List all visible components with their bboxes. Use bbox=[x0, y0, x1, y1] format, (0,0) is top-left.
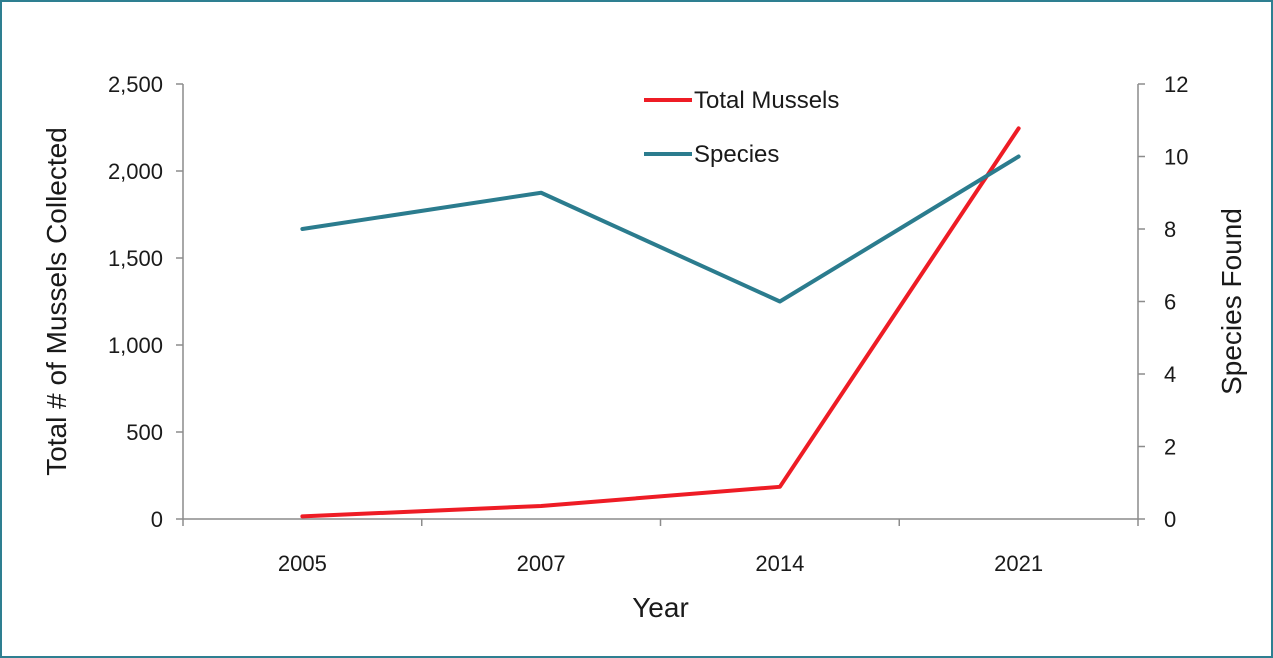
y-right-tick-label: 2 bbox=[1164, 435, 1176, 460]
legend-label-total-mussels: Total Mussels bbox=[694, 87, 839, 114]
y-left-tick-label: 2,000 bbox=[108, 159, 163, 184]
y-axis-left-title: Total # of Mussels Collected bbox=[41, 127, 72, 476]
legend: Total Mussels Species bbox=[644, 87, 839, 168]
y-right-tick-label: 8 bbox=[1164, 217, 1176, 242]
x-tick-label: 2005 bbox=[278, 551, 327, 576]
x-axis-title: Year bbox=[632, 592, 689, 623]
legend-label-species: Species bbox=[694, 141, 779, 168]
y-right-tick-label: 0 bbox=[1164, 507, 1176, 532]
y-left-tick-label: 2,500 bbox=[108, 72, 163, 97]
y-right-tick-label: 4 bbox=[1164, 362, 1176, 387]
y-left-tick-label: 1,000 bbox=[108, 333, 163, 358]
series bbox=[300, 126, 1021, 519]
series-line-1 bbox=[300, 154, 1021, 304]
y-right-tick-label: 6 bbox=[1164, 290, 1176, 315]
y-left-tick-label: 0 bbox=[151, 507, 163, 532]
y-left-tick-label: 500 bbox=[126, 420, 163, 445]
y-axis-right-title: Species Found bbox=[1216, 208, 1247, 395]
y-right-tick-label: 10 bbox=[1164, 145, 1188, 170]
ticks: 2005 2007 2014 2021 0 500 1,000 1,500 2,000 2,500… bbox=[108, 72, 1189, 576]
y-left-tick-label: 1,500 bbox=[108, 246, 163, 271]
x-tick-label: 2021 bbox=[994, 551, 1043, 576]
x-tick-label: 2007 bbox=[517, 551, 566, 576]
y-right-tick-label: 12 bbox=[1164, 72, 1188, 97]
x-tick-label: 2014 bbox=[755, 551, 804, 576]
series-line-0 bbox=[300, 126, 1021, 519]
axes bbox=[182, 84, 1139, 520]
